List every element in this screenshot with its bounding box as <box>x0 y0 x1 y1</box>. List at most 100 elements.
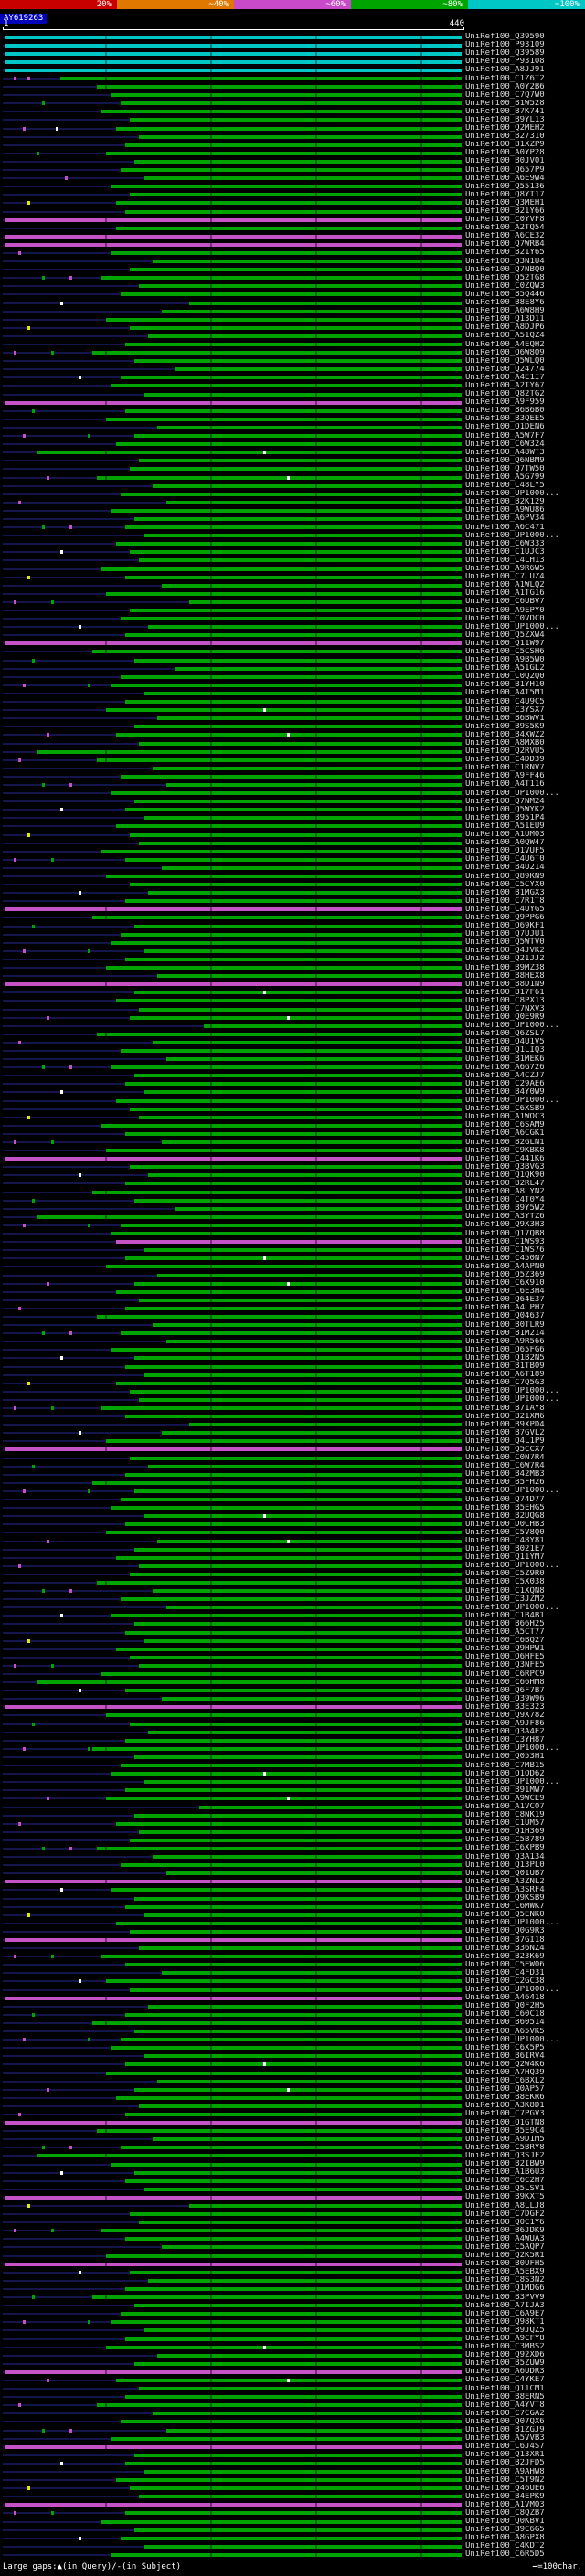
hit-bar[interactable] <box>120 932 462 937</box>
hit-bar[interactable] <box>133 1547 462 1552</box>
hit-label[interactable]: UniRef100_Q13XR1 <box>465 2451 545 2460</box>
hit-bar[interactable] <box>111 940 462 945</box>
hit-bar[interactable] <box>129 550 462 555</box>
hit-label[interactable]: UniRef100_A1UM03 <box>465 831 545 840</box>
hit-bar[interactable] <box>162 1971 462 1976</box>
hit-bar[interactable] <box>5 51 462 56</box>
hit-bar[interactable] <box>166 1057 462 1062</box>
hit-bar[interactable] <box>92 351 462 355</box>
hit-label[interactable]: UniRef100_C3MBS2 <box>465 2343 545 2352</box>
hit-bar[interactable] <box>143 2187 462 2191</box>
hit-bar[interactable] <box>111 250 462 255</box>
hit-label[interactable]: UniRef100_Q39W96 <box>465 1694 545 1703</box>
hit-label[interactable]: UniRef100_A7IJA3 <box>465 2301 545 2310</box>
hit-label[interactable]: UniRef100_Q5ZXW4 <box>465 631 545 640</box>
hit-bar[interactable] <box>124 408 462 413</box>
hit-label[interactable]: UniRef100_A9EPY0 <box>465 606 545 615</box>
hit-bar[interactable] <box>124 2237 462 2242</box>
hit-bar[interactable] <box>129 1389 462 1394</box>
hit-label[interactable]: UniRef100_P93108 <box>465 58 545 67</box>
hit-label[interactable]: UniRef100_C6UBV7 <box>465 598 545 607</box>
hit-label[interactable]: UniRef100_Q24774 <box>465 365 545 374</box>
hit-bar[interactable] <box>115 442 462 447</box>
hit-label[interactable]: UniRef100_C5T9N2 <box>465 2475 545 2485</box>
hit-bar[interactable] <box>5 1447 462 1452</box>
hit-label[interactable]: UniRef100_C7Q5G3 <box>465 1379 545 1388</box>
hit-label[interactable]: UniRef100_Q7WRB4 <box>465 240 545 249</box>
hit-label[interactable]: UniRef100_C5CSH6 <box>465 647 545 656</box>
hit-label[interactable]: UniRef100_Q9X3H3 <box>465 1221 545 1230</box>
hit-label[interactable]: UniRef100_C6X910 <box>465 1279 545 1288</box>
hit-label[interactable]: UniRef100_Q69KF1 <box>465 922 545 931</box>
hit-label[interactable]: UniRef100_B9C6G5 <box>465 2526 545 2535</box>
hit-bar[interactable] <box>143 2054 462 2059</box>
hit-bar[interactable] <box>147 2278 462 2283</box>
hit-bar[interactable] <box>129 1929 462 1934</box>
hit-label[interactable]: UniRef100_Q1H369 <box>465 1828 545 1837</box>
hit-bar[interactable] <box>129 1015 462 1020</box>
hit-bar[interactable] <box>133 159 462 164</box>
hit-bar[interactable] <box>115 542 462 546</box>
hit-bar[interactable] <box>124 1306 462 1310</box>
hit-bar[interactable] <box>111 2320 462 2325</box>
hit-label[interactable]: UniRef100_Q11W97 <box>465 639 545 648</box>
hit-bar[interactable] <box>106 1439 462 1444</box>
hit-label[interactable]: UniRef100_C48Y81 <box>465 1537 545 1546</box>
hit-label[interactable]: UniRef100_Q39589 <box>465 49 545 58</box>
hit-bar[interactable] <box>111 2436 462 2441</box>
hit-bar[interactable] <box>189 599 462 604</box>
hit-label[interactable]: UniRef100_B71AY8 <box>465 1404 545 1413</box>
hit-bar[interactable] <box>143 1780 462 1785</box>
hit-bar[interactable] <box>129 2212 462 2217</box>
hit-bar[interactable] <box>138 2104 462 2108</box>
hit-bar[interactable] <box>138 134 462 139</box>
hit-label[interactable]: UniRef100_A0QW47 <box>465 839 545 848</box>
hit-bar[interactable] <box>147 1464 462 1468</box>
hit-label[interactable]: UniRef100_A9CFY8 <box>465 2335 545 2344</box>
hit-label[interactable]: UniRef100_C6RPC9 <box>465 1670 545 1679</box>
hit-bar[interactable] <box>166 2428 462 2433</box>
hit-bar[interactable] <box>5 43 462 48</box>
hit-bar[interactable] <box>115 2478 462 2483</box>
hit-label[interactable]: UniRef100_A7HQ39 <box>465 2069 545 2078</box>
hit-bar[interactable] <box>133 1813 462 1818</box>
hit-bar[interactable] <box>176 666 462 671</box>
hit-bar[interactable] <box>138 1115 462 1119</box>
hit-bar[interactable] <box>120 101 462 106</box>
hit-bar[interactable] <box>97 1314 462 1319</box>
hit-label[interactable]: UniRef100_B1ZGJ9 <box>465 2426 545 2435</box>
hit-label[interactable]: UniRef100_Q1MDG6 <box>465 2284 545 2294</box>
hit-bar[interactable] <box>120 1223 462 1227</box>
hit-label[interactable]: UniRef100_B9YL13 <box>465 115 545 124</box>
hit-label[interactable]: UniRef100_Q6NBM9 <box>465 456 545 465</box>
hit-bar[interactable] <box>124 2178 462 2183</box>
hit-bar[interactable] <box>124 2112 462 2116</box>
hit-label[interactable]: UniRef100_B021E7 <box>465 1545 545 1554</box>
hit-bar[interactable] <box>120 2536 462 2540</box>
hit-bar[interactable] <box>129 118 462 122</box>
hit-label[interactable]: UniRef100_C4KDT2 <box>465 2542 545 2551</box>
hit-label[interactable]: UniRef100_C6BXL2 <box>465 2077 545 2086</box>
hit-bar[interactable] <box>97 1846 462 1850</box>
hit-bar[interactable] <box>115 226 462 230</box>
hit-bar[interactable] <box>138 459 462 463</box>
hit-bar[interactable] <box>162 1697 462 1701</box>
hit-bar[interactable] <box>138 841 462 845</box>
hit-label[interactable]: UniRef100_B4XWZ2 <box>465 730 545 739</box>
hit-label[interactable]: UniRef100_C0YVF8 <box>465 216 545 225</box>
hit-label[interactable]: UniRef100_A6W8H9 <box>465 307 545 316</box>
hit-bar[interactable] <box>166 1340 462 1344</box>
hit-label[interactable]: UniRef100_B0JV01 <box>465 157 545 166</box>
hit-bar[interactable] <box>129 1655 462 1659</box>
hit-label[interactable]: UniRef100_B17F61 <box>465 988 545 997</box>
hit-label[interactable]: UniRef100_Q9PPG6 <box>465 913 545 922</box>
hit-bar[interactable] <box>5 907 462 912</box>
hit-label[interactable]: UniRef100_B951P4 <box>465 813 545 822</box>
hit-label[interactable]: UniRef100_Q0E9R9 <box>465 1013 545 1023</box>
hit-label[interactable]: UniRef100_B1M214 <box>465 1329 545 1338</box>
hit-bar[interactable] <box>124 857 462 862</box>
hit-bar[interactable] <box>138 1564 462 1568</box>
hit-label[interactable]: UniRef100_C6BQ27 <box>465 1637 545 1646</box>
hit-label[interactable]: UniRef100_B8D1N9 <box>465 980 545 989</box>
hit-label[interactable]: UniRef100_Q13PL0 <box>465 1860 545 1870</box>
